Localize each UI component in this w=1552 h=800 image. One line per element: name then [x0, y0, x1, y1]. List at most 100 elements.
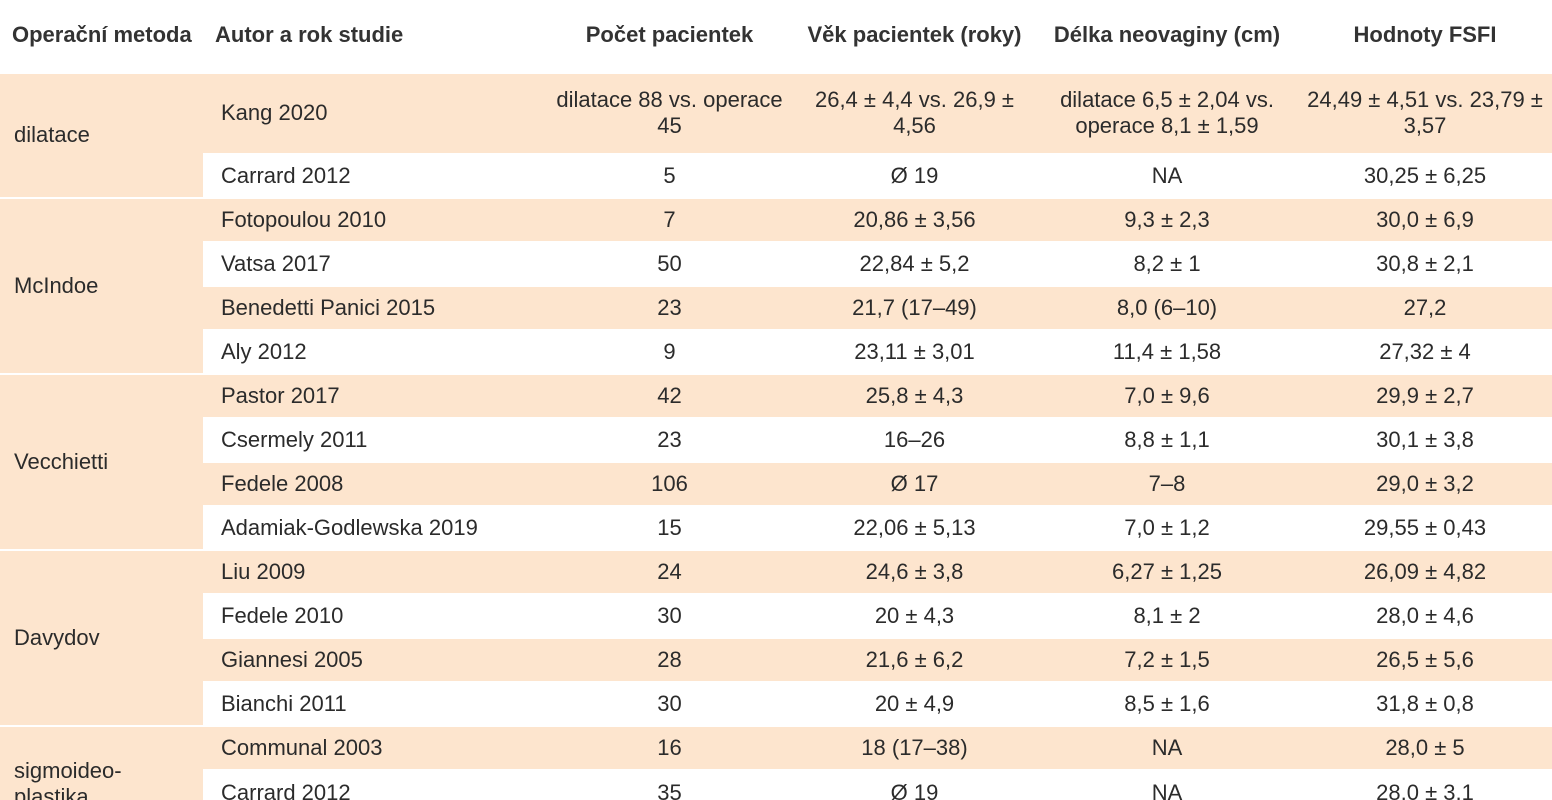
length-cell: 8,5 ± 1,6 [1036, 681, 1298, 726]
count-cell: 23 [546, 417, 793, 462]
age-cell: 20,86 ± 3,56 [793, 197, 1036, 242]
method-cell: dilatace [0, 71, 203, 198]
count-cell: 35 [546, 769, 793, 800]
fsfi-cell: 29,55 ± 0,43 [1298, 505, 1552, 550]
count-cell: 24 [546, 549, 793, 594]
age-cell: Ø 19 [793, 153, 1036, 198]
count-cell: 42 [546, 373, 793, 418]
count-cell: 30 [546, 593, 793, 638]
length-cell: NA [1036, 153, 1298, 198]
method-cell: Vecchietti [0, 373, 203, 550]
count-cell: 28 [546, 637, 793, 682]
length-cell: 8,8 ± 1,1 [1036, 417, 1298, 462]
fsfi-cell: 28,0 ± 3,1 [1298, 769, 1552, 800]
length-cell: 9,3 ± 2,3 [1036, 197, 1298, 242]
table-row: Giannesi 2005 28 21,6 ± 6,2 7,2 ± 1,5 26… [0, 637, 1552, 682]
author-cell: Fedele 2010 [203, 593, 546, 638]
table-row: Benedetti Panici 2015 23 21,7 (17–49) 8,… [0, 285, 1552, 330]
count-cell: 5 [546, 153, 793, 198]
author-cell: Csermely 2011 [203, 417, 546, 462]
count-cell: 50 [546, 241, 793, 286]
author-cell: Liu 2009 [203, 549, 546, 594]
author-cell: Fotopoulou 2010 [203, 197, 546, 242]
fsfi-cell: 24,49 ± 4,51 vs. 23,79 ± 3,57 [1298, 71, 1552, 154]
fsfi-cell: 26,09 ± 4,82 [1298, 549, 1552, 594]
fsfi-cell: 29,9 ± 2,7 [1298, 373, 1552, 418]
length-cell: NA [1036, 769, 1298, 800]
age-cell: Ø 17 [793, 461, 1036, 506]
count-cell: 16 [546, 725, 793, 770]
age-cell: 25,8 ± 4,3 [793, 373, 1036, 418]
table-row: dilatace Kang 2020 dilatace 88 vs. opera… [0, 71, 1552, 198]
fsfi-cell: 27,32 ± 4 [1298, 329, 1552, 374]
fsfi-cell: 31,8 ± 0,8 [1298, 681, 1552, 726]
age-cell: 26,4 ± 4,4 vs. 26,9 ± 4,56 [793, 71, 1036, 154]
fsfi-cell: 30,1 ± 3,8 [1298, 417, 1552, 462]
length-cell: 7,2 ± 1,5 [1036, 637, 1298, 682]
count-cell: 23 [546, 285, 793, 330]
count-cell: 15 [546, 505, 793, 550]
table-row: Adamiak-Godlewska 2019 15 22,06 ± 5,13 7… [0, 505, 1552, 550]
length-cell: 7,0 ± 9,6 [1036, 373, 1298, 418]
table-row: Vecchietti Pastor 2017 42 25,8 ± 4,3 7,0… [0, 373, 1552, 550]
length-cell: 6,27 ± 1,25 [1036, 549, 1298, 594]
author-cell: Communal 2003 [203, 725, 546, 770]
age-cell: 20 ± 4,3 [793, 593, 1036, 638]
count-cell: 106 [546, 461, 793, 506]
age-cell: 21,7 (17–49) [793, 285, 1036, 330]
age-cell: 20 ± 4,9 [793, 681, 1036, 726]
age-cell: 21,6 ± 6,2 [793, 637, 1036, 682]
fsfi-cell: 29,0 ± 3,2 [1298, 461, 1552, 506]
author-cell: Carrard 2012 [203, 769, 546, 800]
author-cell: Benedetti Panici 2015 [203, 285, 546, 330]
table-row: Bianchi 2011 30 20 ± 4,9 8,5 ± 1,6 31,8 … [0, 681, 1552, 726]
method-cell: McIndoe [0, 197, 203, 374]
header-row: Operační metoda Autor a rok studie Počet… [0, 0, 1552, 74]
author-cell: Aly 2012 [203, 329, 546, 374]
header-length: Délka neovaginy (cm) [1036, 0, 1298, 74]
age-cell: 22,84 ± 5,2 [793, 241, 1036, 286]
length-cell: 8,2 ± 1 [1036, 241, 1298, 286]
count-cell: 30 [546, 681, 793, 726]
length-cell: 11,4 ± 1,58 [1036, 329, 1298, 374]
count-cell: dilatace 88 vs. operace 45 [546, 71, 793, 154]
fsfi-cell: 27,2 [1298, 285, 1552, 330]
fsfi-cell: 28,0 ± 4,6 [1298, 593, 1552, 638]
age-cell: 23,11 ± 3,01 [793, 329, 1036, 374]
length-cell: 8,0 (6–10) [1036, 285, 1298, 330]
length-cell: dilatace 6,5 ± 2,04 vs. operace 8,1 ± 1,… [1036, 71, 1298, 154]
header-method: Operační metoda [0, 0, 203, 74]
author-cell: Giannesi 2005 [203, 637, 546, 682]
length-cell: 7,0 ± 1,2 [1036, 505, 1298, 550]
method-cell: sigmoideo- plastika [0, 725, 203, 800]
table-row: Carrard 2012 5 Ø 19 NA 30,25 ± 6,25 [0, 153, 1552, 198]
age-cell: 24,6 ± 3,8 [793, 549, 1036, 594]
table-row: Vatsa 2017 50 22,84 ± 5,2 8,2 ± 1 30,8 ±… [0, 241, 1552, 286]
header-author: Autor a rok studie [203, 0, 546, 74]
count-cell: 9 [546, 329, 793, 374]
method-cell: Davydov [0, 549, 203, 726]
table-header: Operační metoda Autor a rok studie Počet… [0, 0, 1552, 74]
age-cell: 22,06 ± 5,13 [793, 505, 1036, 550]
table-row: Csermely 2011 23 16–26 8,8 ± 1,1 30,1 ± … [0, 417, 1552, 462]
author-cell: Carrard 2012 [203, 153, 546, 198]
author-cell: Vatsa 2017 [203, 241, 546, 286]
fsfi-cell: 30,25 ± 6,25 [1298, 153, 1552, 198]
author-cell: Fedele 2008 [203, 461, 546, 506]
table-row: Fedele 2010 30 20 ± 4,3 8,1 ± 2 28,0 ± 4… [0, 593, 1552, 638]
fsfi-cell: 28,0 ± 5 [1298, 725, 1552, 770]
table-row: Fedele 2008 106 Ø 17 7–8 29,0 ± 3,2 [0, 461, 1552, 506]
table-row: Davydov Liu 2009 24 24,6 ± 3,8 6,27 ± 1,… [0, 549, 1552, 726]
table-body: dilatace Kang 2020 dilatace 88 vs. opera… [0, 71, 1552, 800]
header-age: Věk pacientek (roky) [793, 0, 1036, 74]
author-cell: Bianchi 2011 [203, 681, 546, 726]
length-cell: 8,1 ± 2 [1036, 593, 1298, 638]
count-cell: 7 [546, 197, 793, 242]
length-cell: 7–8 [1036, 461, 1298, 506]
age-cell: 16–26 [793, 417, 1036, 462]
length-cell: NA [1036, 725, 1298, 770]
header-fsfi: Hodnoty FSFI [1298, 0, 1552, 74]
author-cell: Adamiak-Godlewska 2019 [203, 505, 546, 550]
author-cell: Kang 2020 [203, 71, 546, 154]
